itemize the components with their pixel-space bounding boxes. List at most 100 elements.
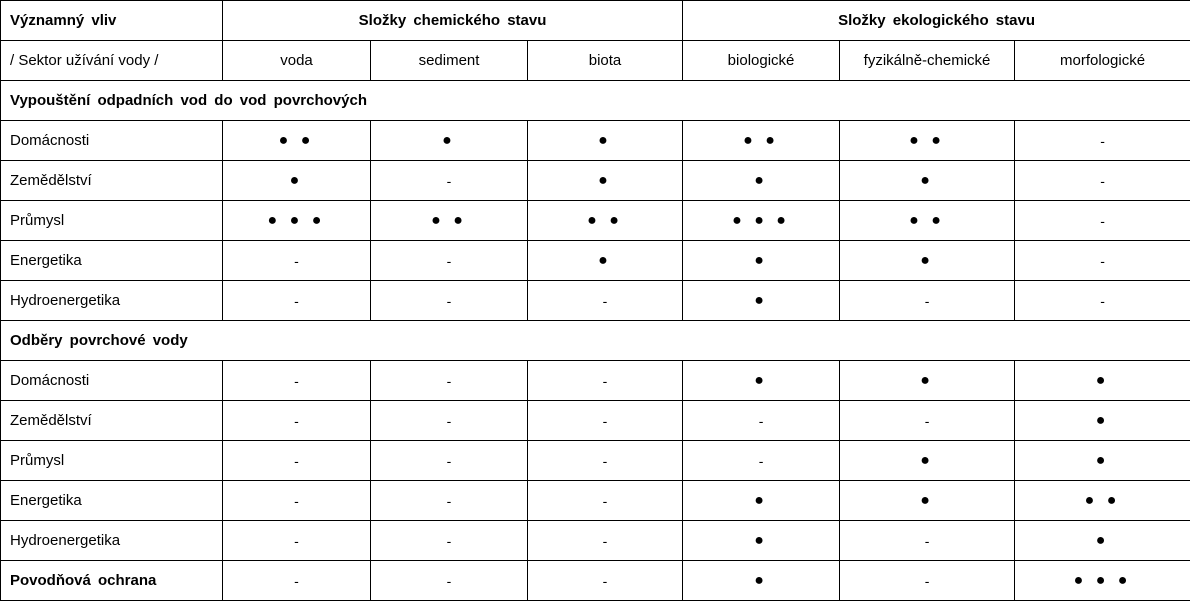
table-row: Zemědělství ● - ● ● ● - [0,160,1190,201]
no-impact-cell: - [222,520,371,561]
impact-dots-cell: ● [839,360,1016,401]
sector-label: Zemědělství [0,400,223,441]
impact-dots-cell: ● ● ● [222,200,371,241]
section-title: Odběry povrchové vody [0,320,1190,361]
impact-dots-cell: ● [839,480,1016,521]
impact-dots-cell: ● ● [370,200,528,241]
impact-dots-cell: ● [370,120,528,161]
table-row: Zemědělství - - - - - ● [0,400,1190,441]
header-sector: / Sektor užívání vody / [0,40,223,81]
impact-dots-cell: ● [682,360,841,401]
impact-dots-cell: ● [1014,400,1190,441]
header-row-1: Významný vliv Složky chemického stavu Sl… [0,0,1190,41]
impact-dots-cell: ● [682,160,841,201]
no-impact-cell: - [682,440,841,481]
impact-dots-cell: ● [1014,520,1190,561]
no-impact-cell: - [222,400,371,441]
header-row-2: / Sektor užívání vody / voda sediment bi… [0,40,1190,81]
impact-dots-cell: ● ● [839,200,1016,241]
table-row: Hydroenergetika - - - ● - - [0,280,1190,321]
no-impact-cell: - [1014,280,1190,321]
no-impact-cell: - [222,360,371,401]
no-impact-cell: - [526,520,684,561]
header-col-morfologicke: morfologické [1014,40,1190,81]
no-impact-cell: - [526,400,684,441]
impact-dots-cell: ● [526,120,684,161]
header-col-biota: biota [526,40,684,81]
sector-label: Hydroenergetika [0,280,223,321]
header-col-fyzikalne-chemicke: fyzikálně-chemické [839,40,1016,81]
no-impact-cell: - [222,560,371,601]
no-impact-cell: - [526,480,684,521]
impact-dots-cell: ● ● ● [1014,560,1190,601]
table-row: Energetika - - ● ● ● - [0,240,1190,281]
impact-dots-cell: ● [682,280,841,321]
no-impact-cell: - [222,280,371,321]
impact-dots-cell: ● [839,160,1016,201]
sector-label: Domácnosti [0,360,223,401]
header-col-voda: voda [222,40,371,81]
header-ecological-group: Složky ekologického stavu [682,0,1190,41]
no-impact-cell: - [370,280,528,321]
impact-dots-cell: ● [682,520,841,561]
no-impact-cell: - [839,560,1016,601]
sector-label: Hydroenergetika [0,520,223,561]
no-impact-cell: - [370,440,528,481]
no-impact-cell: - [526,560,684,601]
no-impact-cell: - [222,240,371,281]
table-row: Průmysl - - - - ● ● [0,440,1190,481]
sector-label: Zemědělství [0,160,223,201]
no-impact-cell: - [839,520,1016,561]
table-row: Domácnosti ● ● ● ● ● ● ● ● - [0,120,1190,161]
impact-dots-cell: ● [526,240,684,281]
impact-dots-cell: ● ● [682,120,841,161]
no-impact-cell: - [370,560,528,601]
no-impact-cell: - [839,280,1016,321]
table-row: Domácnosti - - - ● ● ● [0,360,1190,401]
no-impact-cell: - [1014,200,1190,241]
sector-label: Energetika [0,240,223,281]
no-impact-cell: - [1014,240,1190,281]
no-impact-cell: - [839,400,1016,441]
no-impact-cell: - [222,440,371,481]
impact-dots-cell: ● [839,440,1016,481]
no-impact-cell: - [526,440,684,481]
impact-dots-cell: ● [1014,360,1190,401]
impact-dots-cell: ● [222,160,371,201]
impact-dots-cell: ● ● ● [682,200,841,241]
no-impact-cell: - [1014,120,1190,161]
impact-dots-cell: ● [526,160,684,201]
no-impact-cell: - [370,160,528,201]
no-impact-cell: - [526,360,684,401]
header-col-biologicke: biologické [682,40,841,81]
no-impact-cell: - [370,360,528,401]
no-impact-cell: - [526,280,684,321]
impact-dots-cell: ● [839,240,1016,281]
sector-label: Průmysl [0,200,223,241]
section-row: Vypouštění odpadních vod do vod povrchov… [0,80,1190,121]
no-impact-cell: - [1014,160,1190,201]
sector-label: Domácnosti [0,120,223,161]
impact-dots-cell: ● [682,480,841,521]
no-impact-cell: - [370,480,528,521]
header-chemical-group: Složky chemického stavu [221,0,684,41]
table-row: Energetika - - - ● ● ● ● [0,480,1190,521]
table-row: Průmysl ● ● ● ● ● ● ● ● ● ● ● ● - [0,200,1190,241]
table-row: Hydroenergetika - - - ● - ● [0,520,1190,561]
sector-label: Průmysl [0,440,223,481]
section-title: Vypouštění odpadních vod do vod povrchov… [0,80,1190,121]
sector-label: Energetika [0,480,223,521]
no-impact-cell: - [370,400,528,441]
impact-dots-cell: ● ● [222,120,371,161]
no-impact-cell: - [682,400,841,441]
no-impact-cell: - [370,240,528,281]
section-row: Odběry povrchové vody [0,320,1190,361]
impact-dots-cell: ● ● [839,120,1016,161]
no-impact-cell: - [222,480,371,521]
table-row: Povodňová ochrana - - - ● - ● ● ● [0,560,1190,601]
header-col-sediment: sediment [370,40,528,81]
sector-label: Povodňová ochrana [0,560,223,601]
impact-dots-cell: ● [682,240,841,281]
impact-dots-cell: ● [1014,440,1190,481]
